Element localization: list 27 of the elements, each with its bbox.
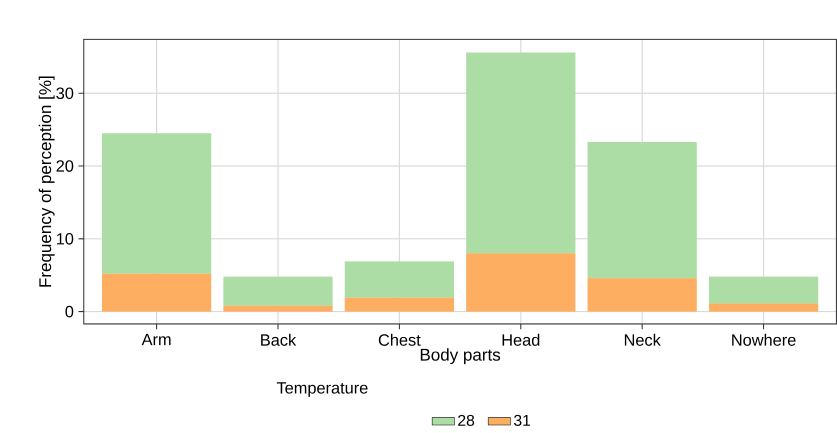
legend-label: 31 [514, 414, 530, 426]
bar [588, 142, 697, 278]
bar [588, 278, 697, 312]
bar [223, 276, 333, 306]
bar [223, 306, 333, 312]
y-tick-label: 20 [56, 160, 74, 172]
x-tick-label: Chest [378, 334, 421, 346]
x-tick-label: Back [261, 334, 296, 346]
bar [102, 133, 212, 274]
x-tick-label: Head [502, 334, 540, 346]
y-tick-label: 30 [56, 87, 74, 100]
bar [466, 253, 576, 312]
x-tick-label: Arm [142, 334, 171, 346]
bar [344, 298, 454, 312]
legend-label: 28 [458, 414, 474, 426]
bar [102, 274, 212, 312]
bar [466, 52, 576, 254]
y-axis-title: Frequency of perception [%] [38, 76, 55, 287]
legend-title: Temperature [276, 382, 368, 397]
bar [708, 276, 818, 304]
x-tick-label: Neck [624, 334, 661, 346]
x-axis-title: Body parts [420, 348, 500, 364]
y-tick-label: 10 [56, 233, 74, 245]
x-tick-label: Nowhere [732, 334, 796, 346]
y-tick-label: 0 [65, 306, 74, 318]
bar [344, 261, 454, 298]
bar [708, 304, 818, 312]
